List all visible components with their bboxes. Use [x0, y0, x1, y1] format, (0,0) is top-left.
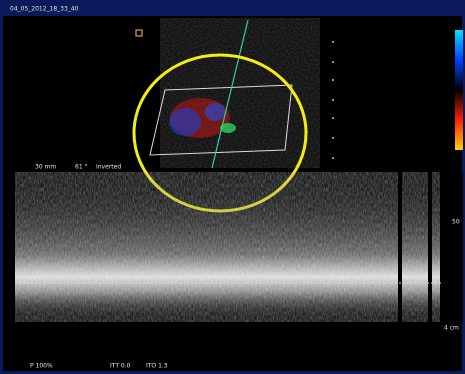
flow-blue [205, 103, 225, 121]
power-label: P 100% [30, 363, 53, 370]
depth-label: 30 mm [35, 164, 56, 171]
unit-label: 4 cm [444, 325, 459, 332]
spectrum-gap [398, 172, 402, 322]
spectrum-signal [15, 172, 440, 322]
angle-label: 61 ° [75, 164, 88, 171]
flow-blue [169, 108, 201, 136]
title: 04_05_2012_18_33_40 [10, 6, 79, 13]
spectrum-gap [428, 172, 432, 322]
color-scale [455, 30, 463, 150]
b-mode-shade [160, 18, 320, 168]
ito-label: ITO 1.3 [146, 363, 168, 370]
ultrasound-screen: 04_05_2012_18_33_40 30 mm 61 ° Inverted … [0, 0, 465, 374]
itt-label: ITT 0.0 [110, 363, 131, 370]
velocity-label: 50 [452, 219, 460, 226]
spectral-doppler [15, 172, 463, 322]
mode-label: Inverted [96, 164, 121, 171]
scale-strip [443, 172, 463, 322]
